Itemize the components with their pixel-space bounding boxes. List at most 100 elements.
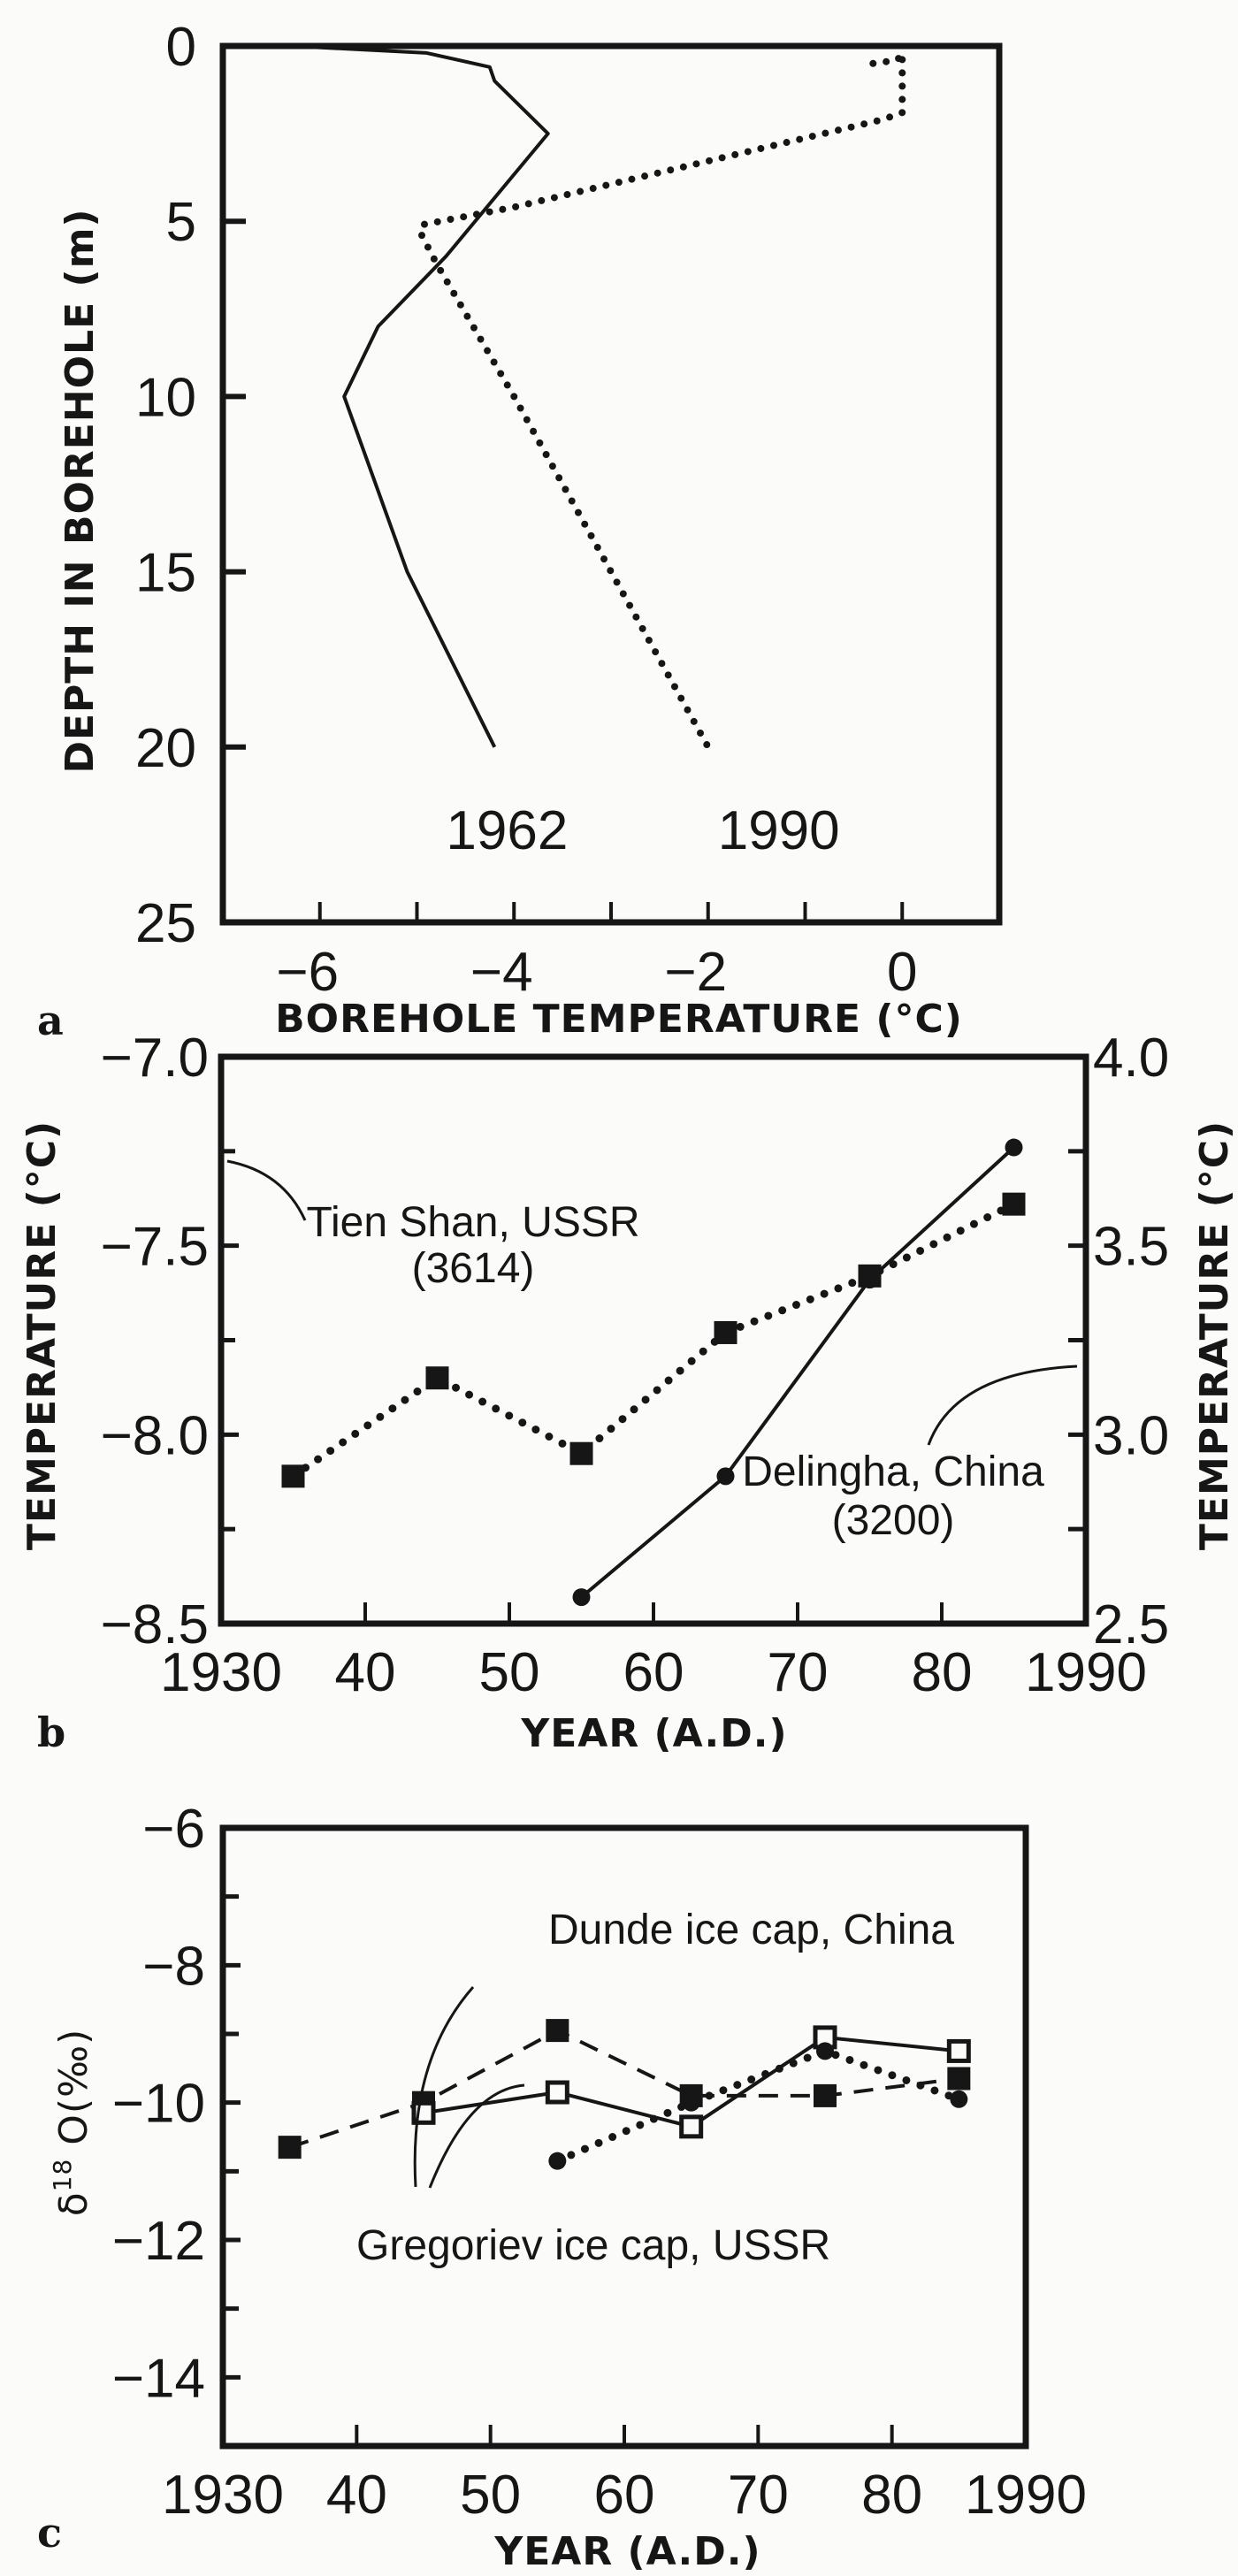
panel-c-x-axis-ticks: 1930 40 50 60 70 80 1990 — [162, 2425, 1087, 2526]
series-line — [423, 2035, 959, 2129]
filled-circle-marker — [716, 1467, 735, 1486]
x-tick-label: −6 — [276, 942, 339, 1003]
filled-square-marker — [814, 2083, 837, 2107]
panel-a-y-axis-ticks: 0 5 10 15 20 25 — [135, 17, 246, 954]
x-tick-label: 1930 — [162, 2465, 284, 2526]
panel-a-letter: a — [37, 997, 64, 1044]
gregoriev-leader-line-1 — [413, 1986, 475, 2188]
y-tick-label: −10 — [112, 2074, 205, 2135]
y-tick-label: 20 — [135, 718, 196, 779]
panel-a-borehole-profile: 0 5 10 15 20 25 −6 −4 −2 0 1962 1990 DEPTH IN BOR… — [37, 17, 1003, 1044]
panel-b-left-y-axis-title: TEMPERATURE (°C) — [19, 1120, 65, 1550]
panel-b-left-y-ticks: −7.0 −7.5 −8.0 −8.5 — [101, 1028, 239, 1655]
delta-18o-label: δ18 O(‰) — [48, 2029, 96, 2217]
x-tick-label: 80 — [861, 2465, 922, 2526]
panel-c-y-axis-ticks: −6 −8 −10 −12 −14 — [112, 1799, 241, 2409]
y-tick-label: −12 — [112, 2211, 205, 2272]
panel-b-station-temperatures: −7.0 −7.5 −8.0 −8.5 4.0 3.5 3.0 2.5 1930 40 50 60… — [19, 1028, 1237, 1756]
y-tick-label: −7.0 — [101, 1028, 209, 1089]
station-label: Tien Shan, USSR — [306, 1199, 639, 1246]
x-tick-label: 1930 — [160, 1642, 282, 1703]
right-y-tick-label: 2.5 — [1093, 1594, 1169, 1655]
filled-square-marker — [569, 1441, 593, 1465]
borehole-series — [290, 44, 906, 751]
x-tick-label: 60 — [623, 1642, 684, 1703]
panel-a-y-axis-title: DEPTH IN BOREHOLE (m) — [57, 208, 103, 773]
y-tick-label: −6 — [142, 1799, 205, 1860]
panel-c-letter: c — [37, 2509, 62, 2557]
panel-a-x-axis-title: BOREHOLE TEMPERATURE (°C) — [275, 997, 963, 1042]
filled-square-marker — [425, 1366, 449, 1390]
open-square-marker — [545, 2080, 569, 2105]
right-y-tick-label: 4.0 — [1093, 1028, 1169, 1089]
y-tick-label: −14 — [112, 2348, 205, 2409]
gregoriev-annotation: Gregoriev ice cap, USSR — [356, 2222, 830, 2269]
filled-circle-marker — [1005, 1138, 1023, 1157]
series-line — [580, 1146, 1015, 1599]
x-tick-label: 60 — [594, 2465, 655, 2526]
filled-circle-marker — [548, 2152, 567, 2170]
x-tick-label: 50 — [479, 1642, 540, 1703]
filled-square-marker — [278, 2136, 302, 2159]
filled-circle-marker — [860, 1271, 879, 1289]
panel-c-y-axis-title: δ18 O(‰) — [48, 2029, 96, 2217]
y-tick-label: 10 — [135, 367, 196, 428]
open-square-marker — [679, 2114, 704, 2139]
panel-b-x-axis-title: YEAR (A.D.) — [520, 1711, 787, 1756]
panel-b-right-y-axis-title: TEMPERATURE (°C) — [1192, 1120, 1237, 1550]
y-tick-label: 0 — [166, 17, 196, 78]
panel-c-isotope-records: −6 −8 −10 −12 −14 1930 40 50 60 70 80 1990 Dunde i… — [37, 1799, 1087, 2574]
series-labels: 1962 1990 — [446, 800, 839, 861]
x-tick-label: 70 — [768, 1642, 829, 1703]
y-tick-label: −8.0 — [101, 1405, 209, 1466]
profile-1990 — [418, 49, 906, 751]
delta-symbol: δ — [51, 2191, 96, 2216]
filled-circle-marker — [816, 2042, 834, 2060]
x-tick-label: 50 — [460, 2465, 521, 2526]
x-tick-label: 1990 — [1025, 1642, 1147, 1703]
right-y-tick-label: 3.0 — [1093, 1405, 1169, 1466]
panel-c-x-axis-title: YEAR (A.D.) — [493, 2529, 760, 2574]
y-tick-label: −7.5 — [101, 1217, 209, 1278]
tien-shan-leader-line — [226, 1159, 307, 1221]
y-tick-label: 25 — [135, 893, 196, 954]
panel-b-x-axis-ticks: 1930 40 50 60 70 80 1990 — [160, 1602, 1147, 1703]
series-line — [289, 2028, 959, 2150]
station-elevation: (3200) — [832, 1497, 955, 1544]
x-tick-label: 80 — [912, 1642, 973, 1703]
x-tick-label: 1990 — [965, 2465, 1087, 2526]
filled-square-marker — [947, 2067, 971, 2091]
series-line — [289, 1200, 1018, 1480]
isotope-series — [278, 2019, 971, 2170]
filled-circle-marker — [682, 2093, 700, 2112]
filled-circle-marker — [950, 2090, 968, 2108]
dunde-annotation: Dunde ice cap, China — [548, 1907, 954, 1953]
panel-b-letter: b — [37, 1708, 65, 1756]
x-tick-label: 70 — [728, 2465, 789, 2526]
x-tick-label: 0 — [887, 942, 917, 1003]
panel-a-plot-frame — [219, 42, 1003, 926]
x-tick-label: 40 — [326, 2465, 387, 2526]
open-square-marker — [946, 2038, 971, 2063]
x-tick-label: −4 — [470, 942, 533, 1003]
station-labels: Tien Shan, USSR(3614) Delingha, China(320… — [306, 1199, 1044, 1544]
y-tick-label: 5 — [166, 192, 196, 253]
series-label-1990: 1990 — [718, 800, 840, 861]
gregoriev-leader-line-2 — [428, 2083, 525, 2189]
series-label-1962: 1962 — [446, 800, 568, 861]
panel-b-right-y-ticks: 4.0 3.5 3.0 2.5 — [1068, 1028, 1169, 1655]
filled-circle-marker — [572, 1588, 591, 1607]
station-label: Delingha, China — [742, 1449, 1044, 1495]
x-tick-label: −2 — [664, 942, 727, 1003]
series-line — [553, 2046, 963, 2166]
superscript-18: 18 — [48, 2159, 77, 2192]
y-tick-label: −8.5 — [101, 1594, 209, 1655]
y-tick-label: −8 — [142, 1936, 205, 1997]
station-series — [281, 1138, 1026, 1607]
y-tick-label: 15 — [135, 543, 196, 604]
filled-square-marker — [281, 1464, 305, 1488]
panel-a-x-axis-ticks: −6 −4 −2 0 — [276, 902, 917, 1003]
profile-1962 — [290, 44, 550, 748]
filled-square-marker — [714, 1320, 737, 1344]
